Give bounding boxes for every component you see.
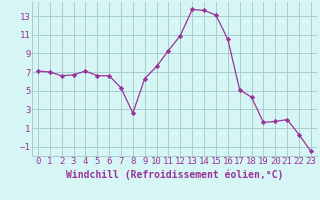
X-axis label: Windchill (Refroidissement éolien,°C): Windchill (Refroidissement éolien,°C): [66, 169, 283, 180]
